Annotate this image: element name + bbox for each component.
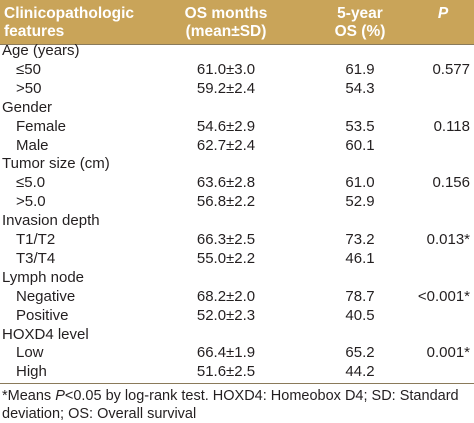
footnote-p: P	[55, 388, 65, 404]
group-label: Invasion depth	[2, 212, 100, 230]
row-label: Positive	[16, 306, 69, 324]
header-cell: features	[4, 23, 65, 40]
five-year-os: 40.5	[345, 306, 375, 324]
os-months: 52.0±2.3	[196, 306, 256, 324]
header-cell: OS (%)	[334, 23, 386, 40]
header-cell: 5-year	[337, 5, 383, 22]
os-months: 56.8±2.2	[196, 193, 256, 211]
p-value: 0.013*	[426, 231, 470, 248]
header-cell: OS months	[184, 5, 268, 22]
os-months: 54.6±2.9	[196, 117, 256, 135]
os-months: 61.0±3.0	[196, 60, 256, 78]
os-months: 68.2±2.0	[196, 287, 256, 305]
five-year-os: 44.2	[345, 363, 375, 381]
row-label: ≤5.0	[16, 174, 46, 192]
os-months: 66.3±2.5	[196, 231, 256, 248]
row-label: ≤50	[16, 60, 41, 78]
group-label: Age (years)	[2, 42, 80, 59]
header-cell: P	[437, 5, 449, 22]
header-cell: Clinicopathologic	[4, 5, 135, 22]
table-header	[0, 0, 474, 44]
header-cell: (mean±SD)	[185, 23, 267, 40]
five-year-os: 78.7	[345, 287, 375, 305]
os-months: 62.7±2.4	[196, 136, 256, 154]
row-label: Male	[16, 136, 49, 154]
group-label: Lymph node	[2, 268, 85, 286]
p-value: 0.118	[433, 117, 470, 135]
group-label: Gender	[2, 98, 53, 116]
p-value: 0.001*	[426, 344, 470, 362]
row-label: T3/T4	[16, 249, 56, 267]
row-label: T1/T2	[16, 231, 56, 248]
group-label: Tumor size (cm)	[2, 155, 110, 173]
p-value: 0.156	[432, 174, 470, 192]
os-months: 63.6±2.8	[196, 174, 256, 192]
p-value: <0.001*	[417, 287, 470, 305]
os-months: 51.6±2.5	[196, 363, 256, 381]
p-value: 0.577	[432, 60, 470, 78]
five-year-os: 53.5	[345, 117, 375, 135]
five-year-os: 73.2	[345, 231, 375, 248]
five-year-os: 54.3	[345, 79, 375, 97]
group-label: HOXD4 level	[2, 325, 89, 343]
footnote-text: <0.05 by log-rank test. HOXD4: Homeobox …	[2, 388, 459, 422]
five-year-os: 61.0	[345, 174, 375, 192]
os-months: 66.4±1.9	[196, 344, 256, 362]
os-months: 55.0±2.2	[196, 249, 256, 267]
header-rule	[0, 44, 474, 45]
five-year-os: 60.1	[345, 136, 375, 154]
os-months: 59.2±2.4	[196, 79, 256, 97]
row-label: Negative	[16, 287, 76, 305]
five-year-os: 61.9	[345, 60, 375, 78]
footnote-text: *Means	[2, 388, 56, 404]
five-year-os: 46.1	[345, 249, 375, 267]
five-year-os: 52.9	[345, 193, 375, 211]
bottom-rule	[0, 383, 474, 384]
row-label: >50	[16, 79, 42, 97]
five-year-os: 65.2	[345, 344, 375, 362]
row-label: Female	[16, 117, 67, 135]
row-label: Low	[16, 344, 44, 362]
row-label: High	[16, 363, 47, 381]
row-label: >5.0	[16, 193, 46, 211]
